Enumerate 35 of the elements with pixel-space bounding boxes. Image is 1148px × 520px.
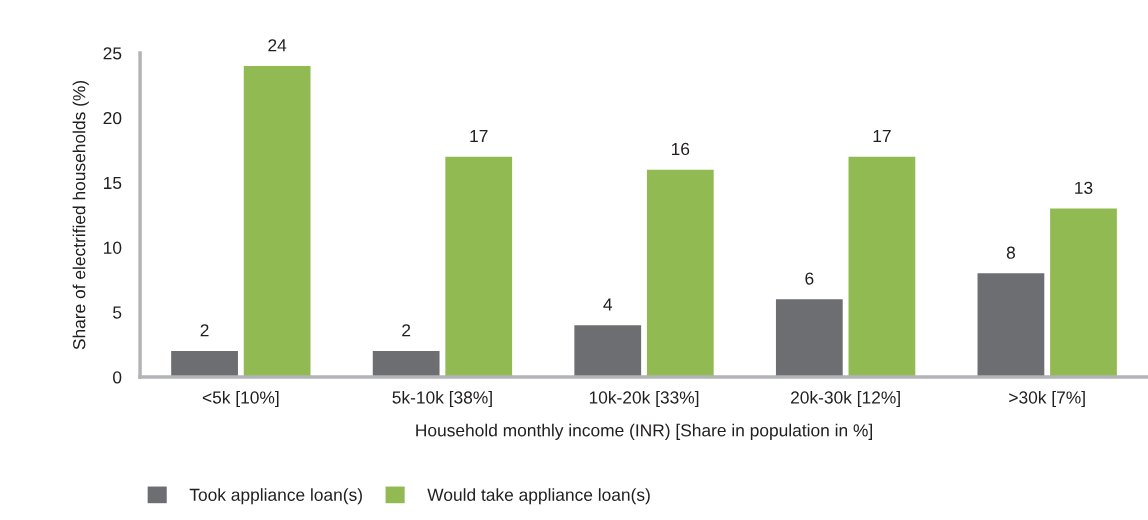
data-label: 17: [873, 130, 891, 142]
legend-label: Would take appliance loan(s): [427, 488, 650, 505]
data-label: 13: [1075, 181, 1093, 194]
bar: [848, 156, 916, 377]
legend-label: Took appliance loan(s): [189, 488, 362, 505]
bar: [977, 273, 1045, 377]
x-tick-label: 10k-20k [33%]: [589, 390, 699, 408]
bar: [646, 169, 714, 377]
data-label: 2: [402, 324, 411, 337]
y-tick-label: 10: [104, 241, 122, 254]
data-label: 6: [805, 272, 814, 285]
bar: [171, 351, 238, 377]
data-label: 8: [1006, 246, 1015, 259]
y-tick-label: 0: [113, 371, 122, 384]
y-tick-label: 15: [104, 176, 122, 190]
bar: [372, 351, 440, 377]
x-axis-title: Household monthly income (INR) [Share in population in %]: [416, 423, 872, 440]
y-tick-label: 5: [113, 306, 122, 319]
bar: [775, 299, 843, 377]
y-axis-title: Share of electrified households (%): [72, 80, 89, 350]
y-tick-label: 25: [103, 47, 122, 60]
y-tick-label: 20: [103, 112, 122, 125]
x-tick-label: <5k [10%]: [202, 390, 279, 408]
bar: [1050, 208, 1117, 377]
bar: [574, 325, 642, 377]
data-label: 16: [671, 142, 690, 156]
x-tick-label: 20k-30k [12%]: [791, 390, 900, 408]
x-tick-label: 5k-10k [38%]: [392, 390, 492, 408]
x-tick-label: >30k [7%]: [1009, 390, 1085, 408]
data-label: 2: [200, 324, 209, 337]
data-label: 24: [268, 39, 287, 52]
data-label: 4: [603, 298, 613, 311]
bar: [445, 156, 513, 377]
bar: [243, 66, 311, 377]
data-label: 17: [470, 130, 488, 142]
